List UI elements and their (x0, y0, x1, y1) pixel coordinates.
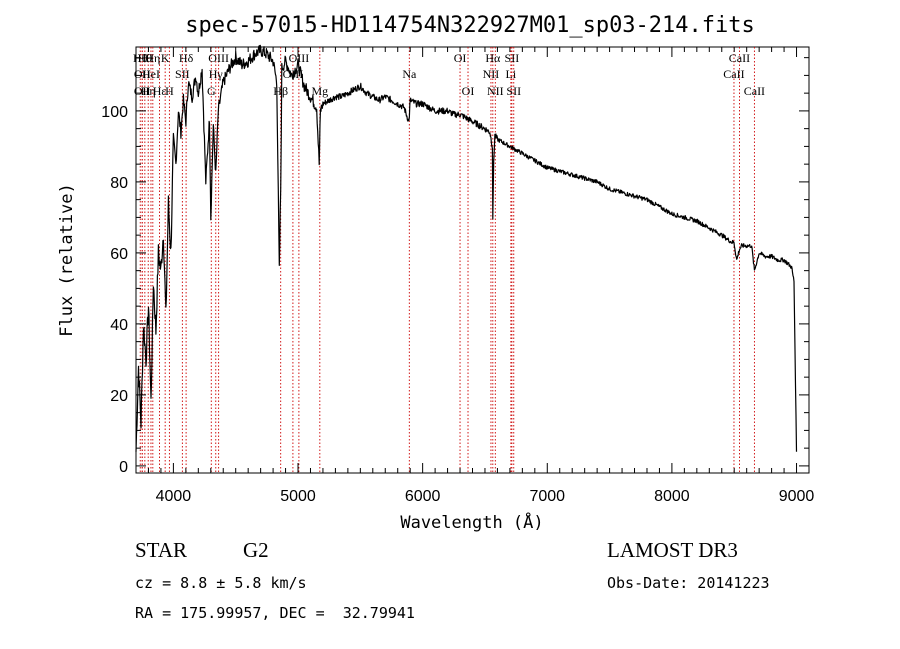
x-tick-label-9000: 9000 (779, 488, 815, 505)
x-tick-label-6000: 6000 (405, 488, 441, 505)
chart-title: spec-57015-HD114754N322927M01_sp03-214.f… (185, 13, 755, 38)
line-label-3: Hθ (138, 51, 153, 65)
line-label-29: CaII (729, 51, 750, 65)
line-label-25: Li (506, 67, 517, 81)
line-label-22: NII (483, 67, 500, 81)
line-label-11: Hδ (179, 51, 194, 65)
survey-name: LAMOST DR3 (607, 538, 738, 562)
object-class: STAR (135, 538, 187, 562)
x-axis-label: Wavelength (Å) (400, 511, 543, 533)
line-label-28: CaII (723, 67, 744, 81)
y-tick-label-0: 0 (119, 459, 128, 476)
spectral-line-labels: HθOIIOIIHθHηHeIHηHεKHSIIHδGHγOIIIHβOIIIO… (133, 51, 765, 98)
line-label-24: NII (487, 84, 504, 98)
x-tick-label-7000: 7000 (529, 488, 565, 505)
y-tick-label-20: 20 (110, 388, 128, 405)
redshift-value: cz = 8.8 ± 5.8 km/s (135, 574, 307, 592)
line-label-27: SII (506, 84, 521, 98)
y-tick-label-60: 60 (110, 246, 128, 263)
line-label-14: OIII (208, 51, 229, 65)
line-label-19: Na (402, 67, 417, 81)
line-label-30: CaII (744, 84, 765, 98)
line-label-23: Hα (485, 51, 501, 65)
line-label-15: Hβ (273, 84, 288, 98)
line-label-7: Hε (153, 84, 167, 98)
line-label-1: OII (134, 67, 151, 81)
y-tick-label-100: 100 (101, 104, 128, 121)
x-axis-ticks: 4000 5000 6000 7000 8000 9000 (135, 47, 815, 505)
line-label-12: G (207, 84, 216, 98)
line-label-5: HeI (142, 67, 160, 81)
y-axis-ticks: 0 20 40 60 80 100 (101, 57, 809, 476)
object-subclass: G2 (243, 538, 269, 562)
line-label-26: SII (505, 51, 520, 65)
x-tick-label-5000: 5000 (280, 488, 316, 505)
x-tick-label-8000: 8000 (654, 488, 690, 505)
line-label-17: OIII (289, 51, 310, 65)
line-label-4: Hη (141, 84, 156, 98)
coordinates: RA = 175.99957, DEC = 32.79941 (135, 604, 415, 622)
line-label-6: Hη (145, 51, 160, 65)
plot-frame (135, 46, 810, 474)
line-label-13: Hγ (209, 67, 224, 81)
x-tick-label-4000: 4000 (156, 488, 192, 505)
line-label-10: SII (175, 67, 190, 81)
line-label-18: Mg (311, 84, 328, 98)
y-tick-label-40: 40 (110, 317, 128, 334)
y-axis-label: Flux (relative) (57, 183, 77, 337)
spectrum-chart: spec-57015-HD114754N322927M01_sp03-214.f… (57, 13, 815, 533)
line-label-21: OI (462, 84, 475, 98)
y-tick-label-80: 80 (110, 175, 128, 192)
line-label-2: OII (134, 84, 151, 98)
spectrum-series-line (135, 44, 798, 452)
line-label-9: H (165, 84, 174, 98)
line-label-20: OI (454, 51, 467, 65)
line-label-8: K (161, 51, 170, 65)
observation-date: Obs-Date: 20141223 (607, 574, 770, 592)
